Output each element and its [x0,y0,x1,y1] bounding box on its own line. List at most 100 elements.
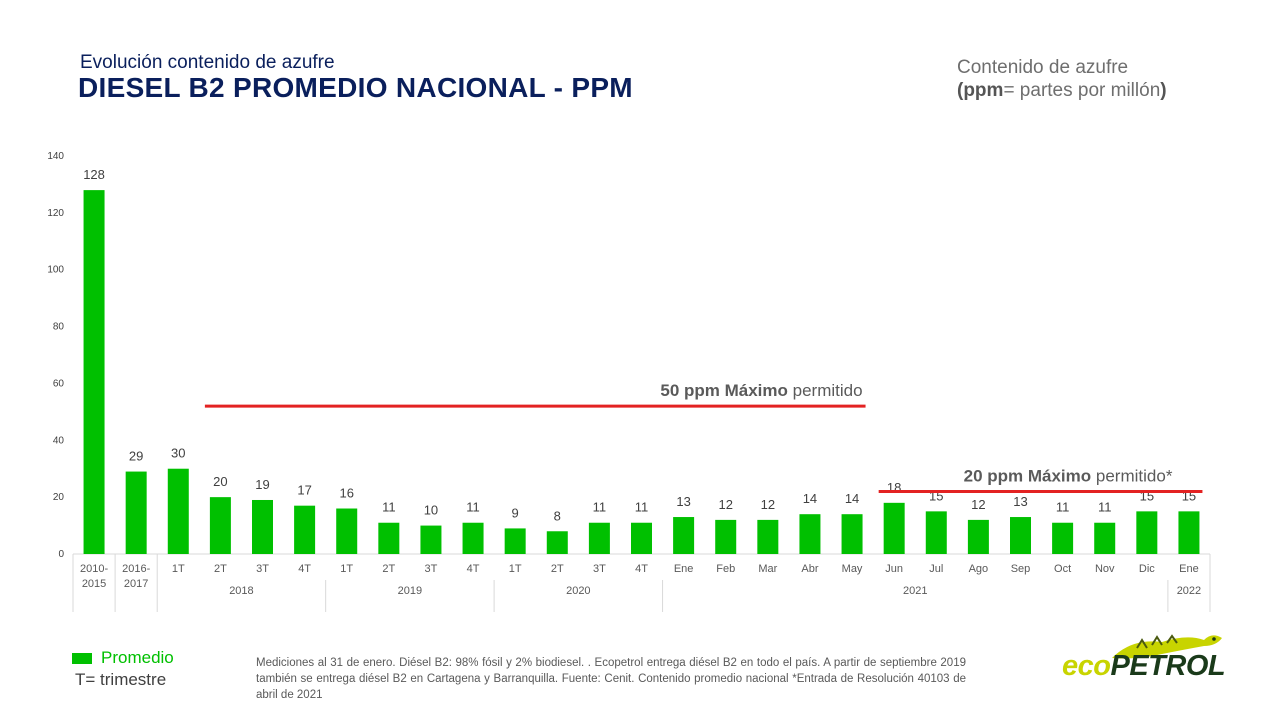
bar-value-label: 12 [971,497,985,512]
bar-value-label: 17 [297,483,311,498]
limit-label-rest: permitido* [1091,466,1173,485]
y-tick-label: 20 [53,492,65,503]
bar-value-label: 13 [676,494,690,509]
x-tick-label: 4T [467,563,480,575]
bar-value-label: 11 [382,500,396,515]
bar [1136,511,1158,554]
bar [336,508,358,554]
ecopetrol-logo: ecoPETROL [1062,628,1232,688]
y-tick-label: 140 [47,151,64,162]
y-tick-label: 60 [53,378,65,389]
bar [252,499,273,554]
legend-swatch [72,653,92,665]
bar [673,517,695,554]
x-tick-label: 2016- [122,563,150,575]
x-tick-label: Oct [1054,563,1071,575]
y-tick-label: 0 [58,549,64,560]
bar [125,471,147,554]
bar-value-label: 12 [718,497,732,512]
x-tick-label: 4T [298,563,311,575]
bar [715,519,737,554]
unit-note-line2: (ppm= partes por millón) [957,79,1167,102]
bar-value-label: 11 [635,500,649,515]
bar-value-label: 19 [255,477,269,492]
x-tick-label: Feb [716,563,735,575]
bar [504,528,526,554]
x-tick-label: 2T [551,563,564,575]
x-tick-label: 1T [509,563,522,575]
x-group-label: 2021 [903,585,927,597]
x-group-label: 2018 [229,585,253,597]
bar [588,522,610,554]
unit-note-close: ) [1160,80,1167,101]
x-tick-label: Ene [1179,563,1199,575]
bar [1052,522,1074,554]
y-tick-label: 100 [47,265,64,276]
bar-value-label: 10 [424,503,438,518]
bar-value-label: 9 [512,505,519,520]
x-tick-label: Mar [758,563,777,575]
bar [757,519,779,554]
logo-petrol: PETROL [1110,650,1226,682]
bar [546,531,568,554]
bar-value-label: 20 [213,474,227,489]
footnote: Mediciones al 31 de enero. Diésel B2: 98… [256,657,966,701]
bar-value-label: 8 [554,508,561,523]
unit-note-line1: Contenido de azufre [957,57,1129,78]
x-tick-label: 2017 [124,578,148,590]
x-tick-label: 2010- [80,563,108,575]
bar-value-label: 29 [129,449,143,464]
bar [841,514,863,554]
x-tick-label: 3T [593,563,606,575]
bar [799,514,821,554]
bar [1094,522,1116,554]
limit-label: 50 ppm Máximo permitido [660,381,862,400]
bar [1178,511,1200,554]
bar-value-label: 14 [803,491,817,506]
x-tick-label: Dic [1139,563,1155,575]
unit-note-open: (ppm [957,80,1004,101]
bar-value-label: 11 [1098,500,1112,515]
x-tick-label: 2T [214,563,227,575]
bar [378,522,400,554]
logo-wordmark: ecoPETROL [1062,650,1226,683]
bar-value-label: 14 [845,491,859,506]
logo-eco: eco [1062,650,1111,682]
legend-note: T= trimestre [75,670,167,689]
x-tick-label: 4T [635,563,648,575]
bar-value-label: 30 [171,446,185,461]
chart-subtitle: Evolución contenido de azufre [80,52,335,73]
x-group-label: 2020 [566,585,590,597]
y-tick-label: 40 [53,435,65,446]
bar [167,468,189,554]
x-tick-label: Ago [969,563,989,575]
chart-title: DIESEL B2 PROMEDIO NACIONAL - PPM [78,72,633,103]
x-group-label: 2022 [1177,585,1201,597]
bar [83,190,105,554]
bar [925,511,947,554]
bar-value-label: 11 [1056,500,1070,515]
x-tick-label: Ene [674,563,694,575]
limit-label-bold: 20 ppm Máximo [964,466,1092,485]
x-tick-label: May [842,563,863,575]
x-tick-label: 2015 [82,578,106,590]
x-tick-label: Sep [1011,563,1031,575]
bar [883,502,905,554]
x-tick-label: Jul [929,563,943,575]
x-group-label: 2019 [398,585,422,597]
bar [967,519,989,554]
bar [462,522,484,554]
y-tick-label: 80 [53,322,65,333]
bar-value-label: 12 [761,497,775,512]
iguana-icon [1112,634,1222,659]
bar-value-label: 16 [339,486,353,501]
unit-note-text: = partes por millón [1003,80,1161,101]
x-tick-label: 3T [425,563,438,575]
unit-note: Contenido de azufre (ppm= partes por mil… [957,56,1167,102]
bar [1010,517,1031,554]
limit-label-rest: permitido [788,381,863,400]
x-tick-label: 3T [256,563,269,575]
x-tick-label: Nov [1095,563,1115,575]
y-tick-label: 120 [47,208,64,219]
